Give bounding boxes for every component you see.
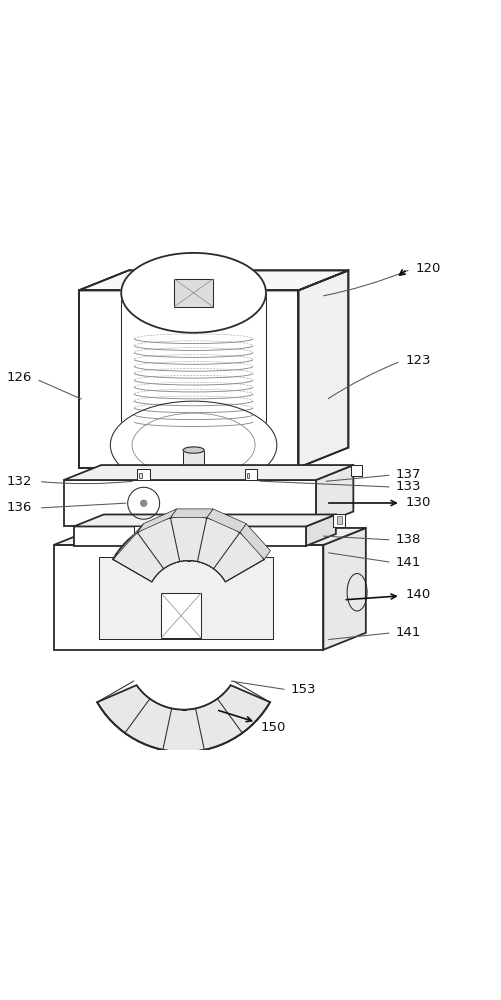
Polygon shape: [174, 279, 212, 307]
Polygon shape: [244, 469, 257, 480]
Text: 126: 126: [7, 371, 32, 384]
Polygon shape: [54, 528, 365, 545]
Polygon shape: [54, 545, 323, 650]
Text: 133: 133: [395, 480, 420, 493]
Polygon shape: [99, 557, 273, 639]
Text: 141: 141: [395, 626, 420, 639]
Text: 141: 141: [395, 556, 420, 569]
Polygon shape: [206, 509, 245, 532]
Polygon shape: [246, 473, 248, 478]
Polygon shape: [350, 465, 361, 476]
Polygon shape: [113, 516, 264, 582]
Polygon shape: [64, 480, 315, 526]
Text: 132: 132: [7, 475, 32, 488]
Polygon shape: [305, 514, 335, 546]
Polygon shape: [79, 290, 298, 468]
Text: 130: 130: [405, 496, 430, 509]
Text: 123: 123: [405, 354, 430, 367]
Text: 153: 153: [291, 683, 316, 696]
Polygon shape: [97, 685, 270, 752]
Polygon shape: [64, 465, 353, 480]
Polygon shape: [323, 528, 365, 650]
Polygon shape: [239, 524, 270, 559]
Polygon shape: [74, 514, 335, 526]
Polygon shape: [298, 270, 348, 468]
Text: 150: 150: [261, 721, 286, 734]
Polygon shape: [183, 450, 204, 515]
Text: 140: 140: [405, 588, 430, 601]
Polygon shape: [170, 509, 212, 518]
Polygon shape: [133, 526, 215, 541]
Text: 137: 137: [395, 468, 420, 481]
Text: 138: 138: [395, 533, 420, 546]
Polygon shape: [333, 514, 344, 527]
Polygon shape: [336, 516, 342, 524]
Polygon shape: [137, 509, 176, 532]
Text: 136: 136: [7, 501, 32, 514]
Circle shape: [140, 500, 146, 506]
Polygon shape: [137, 469, 150, 480]
Polygon shape: [74, 526, 305, 546]
Polygon shape: [79, 270, 348, 290]
Polygon shape: [161, 593, 201, 638]
Ellipse shape: [110, 401, 276, 489]
Ellipse shape: [121, 253, 266, 333]
Polygon shape: [315, 465, 353, 526]
Ellipse shape: [183, 447, 204, 453]
Polygon shape: [113, 524, 143, 559]
Text: 120: 120: [415, 262, 440, 275]
Polygon shape: [139, 473, 141, 478]
